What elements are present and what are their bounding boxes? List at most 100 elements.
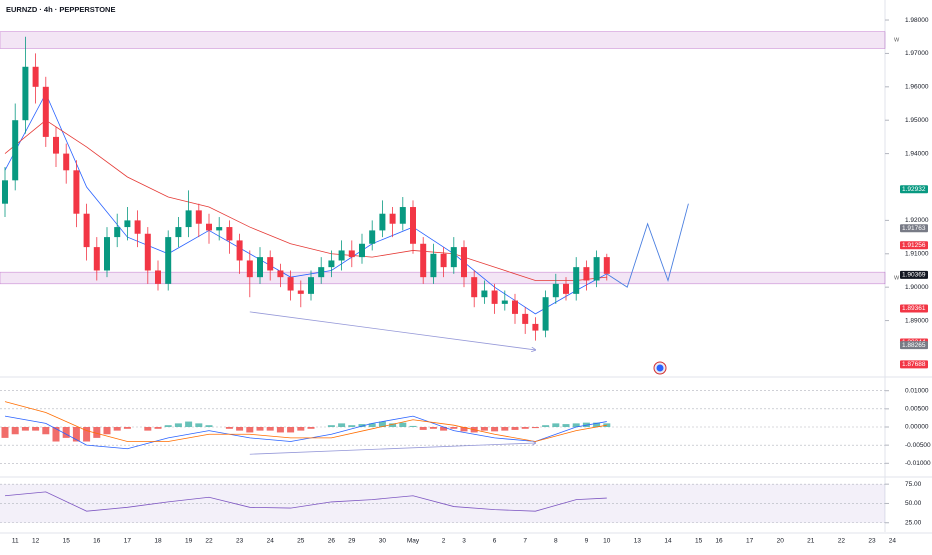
histogram-bar: [389, 423, 397, 427]
candle-body: [379, 213, 386, 231]
histogram-bar: [32, 427, 40, 431]
histogram-bar: [236, 427, 244, 431]
candle-body: [348, 250, 355, 258]
candle-body: [12, 120, 19, 181]
histogram-bar: [246, 427, 254, 433]
candle-body: [124, 220, 131, 228]
x-tick-label: 26: [328, 538, 336, 545]
histogram-bar: [348, 425, 356, 427]
candle-body: [114, 227, 121, 238]
x-tick-label: 3: [462, 538, 466, 545]
x-tick-label: 17: [124, 538, 132, 545]
histogram-bar: [368, 423, 376, 427]
candle-body: [267, 257, 274, 271]
histogram-bar: [521, 427, 529, 429]
y-tick-label: 0.00500: [905, 406, 929, 413]
x-tick-label: 19: [185, 538, 193, 545]
candle-body: [481, 290, 488, 298]
candle-body: [522, 313, 529, 324]
candle-body: [155, 270, 161, 284]
histogram-bar: [572, 423, 580, 427]
histogram-bar: [83, 427, 91, 442]
histogram-bar: [409, 425, 417, 427]
y-tick-label: 75.00: [905, 481, 922, 488]
histogram-bar: [542, 425, 550, 427]
x-tick-label: 15: [695, 538, 703, 545]
y-tick-label: 1.92000: [905, 217, 929, 224]
candle-body: [338, 250, 345, 261]
price-label-text: 1.87688: [902, 361, 926, 368]
x-tick-label: 8: [554, 538, 558, 545]
price-label-text: 1.91256: [902, 242, 926, 249]
histogram-bar: [93, 427, 101, 438]
histogram-bar: [266, 427, 274, 431]
x-tick-label: 16: [93, 538, 101, 545]
x-tick-label: 6: [493, 538, 497, 545]
x-tick-label: 25: [297, 538, 305, 545]
histogram-bar: [164, 425, 172, 427]
y-tick-label: 1.90000: [905, 284, 929, 291]
histogram-bar: [62, 427, 70, 438]
histogram-bar: [103, 427, 111, 435]
candle-body: [583, 267, 590, 281]
price-label-text: 1.90369: [902, 272, 926, 279]
trend-arrow: [249, 311, 536, 350]
y-tick-label: -0.00500: [905, 442, 931, 449]
y-tick-label: -0.01000: [905, 460, 931, 467]
x-tick-label: 16: [715, 538, 723, 545]
candle-body: [277, 270, 284, 278]
histogram-bar: [531, 427, 539, 429]
histogram-bar: [450, 427, 458, 429]
histogram-bar: [297, 427, 305, 431]
histogram-bar: [225, 427, 233, 429]
zone-label: W: [894, 275, 900, 281]
x-tick-label: 9: [585, 538, 589, 545]
candle-body: [542, 297, 549, 331]
x-tick-label: 18: [154, 538, 162, 545]
candle-body: [195, 210, 202, 224]
histogram-bar: [144, 427, 152, 431]
candle-body: [185, 210, 192, 228]
histogram-bar: [511, 427, 519, 430]
candle-body: [216, 227, 223, 231]
candle-body: [430, 253, 437, 278]
histogram-bar: [113, 427, 121, 431]
histogram-bar: [562, 424, 570, 427]
x-tick-label: 14: [664, 538, 672, 545]
histogram-bar: [419, 427, 427, 430]
histogram-bar: [154, 427, 162, 429]
candle-body: [450, 247, 457, 268]
price-label-text: 1.92932: [902, 186, 926, 193]
candle-body: [32, 66, 39, 87]
candle-body: [318, 267, 325, 278]
histogram-bar: [429, 427, 437, 429]
candle-body: [42, 86, 49, 137]
price-label: [900, 241, 928, 250]
candle-body: [461, 247, 467, 278]
histogram-bar: [256, 427, 264, 431]
candle-body: [399, 207, 406, 224]
x-tick-label: 17: [746, 538, 754, 545]
y-tick-label: 1.95000: [905, 117, 929, 124]
histogram-bar: [276, 427, 284, 433]
histogram-bar: [11, 427, 19, 435]
histogram-bar: [195, 423, 203, 427]
candle-body: [420, 243, 427, 278]
histogram-bar: [287, 427, 295, 433]
x-tick-label: 10: [603, 538, 611, 545]
y-tick-label: 1.91000: [905, 251, 929, 258]
candle-body: [2, 180, 8, 204]
candle-body: [593, 257, 600, 281]
candle-body: [22, 66, 29, 121]
candle-body: [491, 290, 498, 304]
x-tick-label: 22: [838, 538, 846, 545]
candle-body: [287, 277, 294, 291]
candle-body: [165, 237, 172, 284]
histogram-bar: [205, 425, 213, 427]
y-tick-label: 25.00: [905, 519, 922, 526]
histogram-bar: [72, 427, 80, 442]
x-tick-label: 24: [889, 538, 897, 545]
price-label: [900, 360, 928, 369]
candle-body: [369, 230, 376, 244]
